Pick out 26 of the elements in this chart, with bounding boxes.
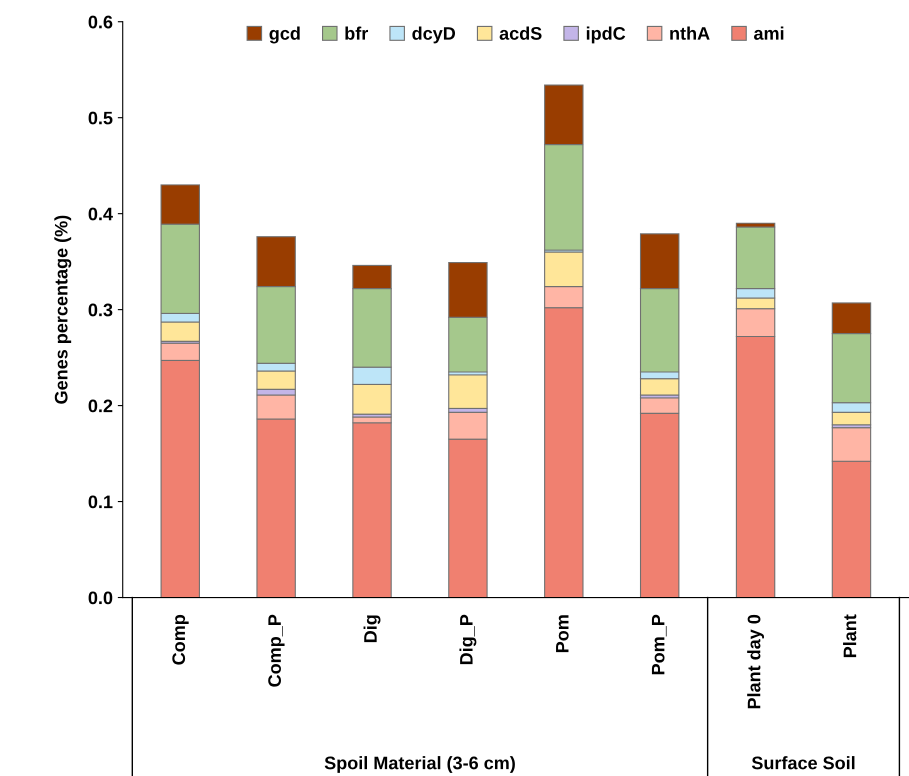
legend-label: gcd [270, 26, 300, 44]
x-tick-label: Pom [556, 615, 569, 652]
text: Spoil Material (3-6 cm) [324, 756, 515, 773]
y-tick-label: 0.1 [88, 495, 112, 508]
y-tick-label: 0.6 [88, 16, 112, 28]
y-axis-title: Genes percentage (%) [54, 216, 72, 404]
x-tick-label: Dig [364, 615, 380, 642]
y-tick-label: 0.3 [88, 304, 112, 316]
x-tick-label: Plant day 0 [747, 614, 764, 708]
legend-label: ami [754, 26, 784, 40]
legend-label: nthA [670, 26, 710, 40]
bar [448, 374, 488, 410]
legend-label: acdS [500, 26, 542, 40]
y-tick-label: 0.2 [88, 400, 112, 412]
text: Surface Soil [752, 756, 854, 770]
legend-label: dcyD [412, 26, 456, 44]
y-tick-label: 0.0 [88, 591, 112, 604]
x-tick-label: Comp_P [268, 614, 285, 687]
y-tick-label: 0.4 [88, 208, 113, 220]
x-tick-label: Comp [172, 614, 189, 665]
x-tick-label: Pom_P [652, 614, 667, 674]
legend-label: ipdC [586, 26, 626, 44]
y-tick-label: 0.5 [88, 112, 112, 124]
x-tick-label: Dig_P [459, 614, 476, 664]
x-tick-label: Plant [843, 614, 856, 658]
legend-label: bfr [345, 26, 368, 40]
